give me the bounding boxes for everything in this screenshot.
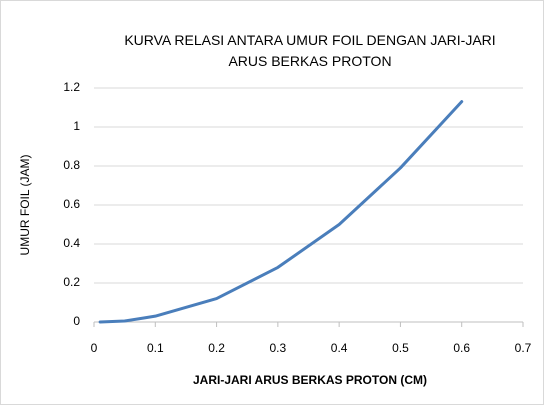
chart-title: KURVA RELASI ANTARA UMUR FOIL DENGAN JAR… [124,32,496,69]
y-tick-label: 0.6 [63,197,80,211]
x-tick-label: 0.1 [147,341,164,355]
x-tick-label: 0 [91,341,98,355]
x-axis-label: JARI-JARI ARUS BERKAS PROTON (CM) [193,373,427,387]
data-line [98,100,464,324]
y-tick-label: 0.4 [63,236,80,250]
x-tick-label: 0.5 [392,341,409,355]
x-tick-label: 0.7 [515,341,532,355]
y-tick-label: 0.2 [63,275,80,289]
x-tick-label: 0.6 [453,341,470,355]
y-tick-label: 0 [73,314,80,328]
x-tick-label: 0.4 [331,341,348,355]
x-tick-label: 0.3 [270,341,287,355]
y-tick-label: 0.8 [63,158,80,172]
y-axis-label: UMUR FOIL (JAM) [18,155,32,256]
x-tick-label: 0.2 [208,341,225,355]
y-tick-label: 1.2 [63,80,80,94]
y-tick-label: 1 [73,119,80,133]
